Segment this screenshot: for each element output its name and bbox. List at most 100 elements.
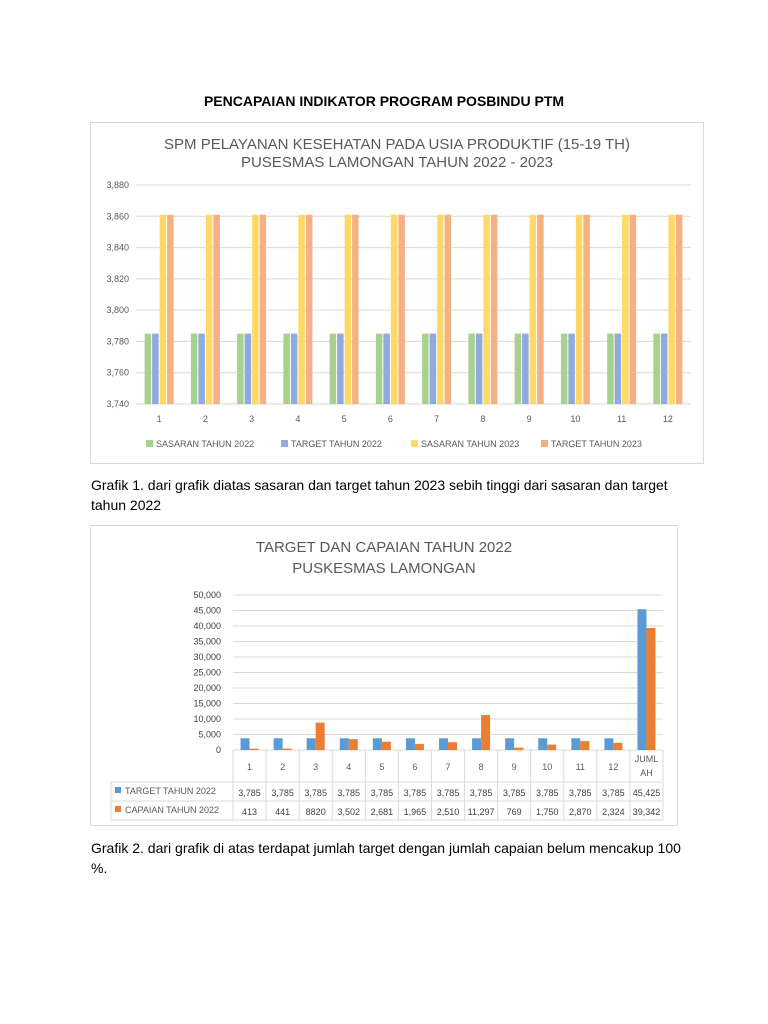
bar — [244, 333, 252, 404]
x-tick-label: 12 — [663, 414, 673, 424]
x-tick-label: 8 — [479, 762, 484, 772]
bar — [252, 214, 259, 404]
bar — [613, 742, 623, 750]
bar — [514, 333, 522, 404]
x-tick-label: 9 — [512, 762, 517, 772]
bar — [237, 333, 244, 404]
y-tick-label: 3,780 — [106, 336, 129, 346]
chart-title: PUSKESMAS LAMONGAN — [292, 560, 475, 577]
data-table-value: 8820 — [306, 807, 326, 817]
x-tick-label: 9 — [527, 414, 532, 424]
data-table-value: 3,785 — [503, 788, 526, 798]
bar — [538, 738, 548, 750]
y-tick-label: 30,000 — [193, 652, 221, 662]
bar — [190, 333, 198, 404]
bar — [398, 214, 405, 404]
data-table-value: 2,870 — [569, 807, 592, 817]
chart-title: TARGET DAN CAPAIAN TAHUN 2022 — [256, 539, 512, 556]
y-tick-label: 25,000 — [193, 668, 221, 678]
chart-title: SPM PELAYANAN KESEHATAN PADA USIA PRODUK… — [164, 136, 630, 153]
bar — [439, 738, 448, 750]
data-table-value: 413 — [242, 807, 257, 817]
bar — [675, 214, 683, 404]
x-tick-label: JUML — [635, 754, 659, 764]
bar — [629, 214, 637, 404]
data-table-value: 3,785 — [536, 788, 559, 798]
x-tick-label: 11 — [617, 414, 626, 424]
y-tick-label: 3,840 — [106, 243, 129, 253]
data-table-value: 3,785 — [602, 788, 625, 798]
bar — [481, 714, 491, 750]
x-tick-label: 3 — [313, 762, 318, 772]
data-table-value: 3,785 — [569, 788, 592, 798]
legend-label: SASARAN TAHUN 2022 — [156, 439, 254, 449]
data-table-value: 3,785 — [470, 788, 493, 798]
x-tick-label: 7 — [434, 414, 439, 424]
bar — [290, 333, 298, 404]
y-tick-label: 3,820 — [106, 274, 129, 284]
legend-swatch — [115, 787, 121, 793]
legend-swatch — [146, 440, 153, 447]
bar — [429, 333, 437, 404]
y-tick-label: 45,000 — [193, 606, 221, 616]
data-table-value: 2,681 — [371, 807, 394, 817]
bar — [444, 214, 452, 404]
bar — [568, 333, 575, 404]
bar — [273, 738, 283, 750]
bar — [372, 738, 382, 750]
bar — [529, 214, 537, 404]
x-tick-label: AH — [640, 768, 653, 778]
bar — [490, 214, 498, 404]
bar — [344, 214, 352, 404]
bar — [259, 214, 267, 404]
x-tick-label: 4 — [295, 414, 300, 424]
chart-title: PUSESMAS LAMONGAN TAHUN 2022 - 2023 — [241, 154, 553, 171]
x-tick-label: 3 — [249, 414, 254, 424]
legend-swatch — [115, 806, 121, 812]
data-table-value: 2,510 — [437, 807, 460, 817]
bar — [298, 214, 305, 404]
data-table-value: 3,785 — [338, 788, 361, 798]
bar — [375, 333, 383, 404]
bar — [607, 333, 614, 404]
bar — [240, 738, 250, 750]
chart-2-container: TARGET DAN CAPAIAN TAHUN 2022 PUSKESMAS L… — [90, 525, 678, 826]
y-tick-label: 35,000 — [193, 637, 221, 647]
bar — [282, 748, 292, 750]
bar — [381, 741, 391, 750]
x-tick-label: 4 — [346, 762, 351, 772]
bar — [668, 214, 675, 404]
bar — [575, 214, 583, 404]
y-tick-label: 3,760 — [106, 368, 129, 378]
bar — [646, 628, 656, 750]
caption-1: Grafik 1. dari grafik diatas sasaran dan… — [91, 477, 668, 513]
x-tick-label: 1 — [157, 414, 162, 424]
data-table-value: 2,324 — [602, 807, 625, 817]
legend-label: TARGET TAHUN 2022 — [291, 439, 382, 449]
legend-label: TARGET TAHUN 2023 — [551, 439, 642, 449]
chart-1-container: SPM PELAYANAN KESEHATAN PADA USIA PRODUK… — [90, 122, 704, 464]
bar — [514, 747, 524, 750]
x-tick-label: 2 — [280, 762, 285, 772]
bar — [483, 214, 490, 404]
bar — [390, 214, 398, 404]
y-tick-label: 15,000 — [193, 699, 221, 709]
bar — [448, 742, 457, 750]
data-table-value: 3,785 — [238, 788, 261, 798]
bar — [614, 333, 622, 404]
bar — [405, 738, 415, 750]
legend-label: SASARAN TAHUN 2023 — [421, 439, 519, 449]
bar — [152, 333, 159, 404]
x-tick-label: 10 — [570, 414, 580, 424]
bar — [622, 214, 629, 404]
bar — [306, 738, 316, 750]
y-tick-label: 20,000 — [193, 683, 221, 693]
y-tick-label: 3,800 — [106, 305, 129, 315]
x-tick-label: 11 — [576, 762, 585, 772]
y-tick-label: 40,000 — [193, 621, 221, 631]
x-tick-label: 2 — [203, 414, 208, 424]
bar — [414, 743, 424, 750]
x-tick-label: 5 — [379, 762, 384, 772]
bar — [583, 214, 590, 404]
bar — [198, 333, 205, 404]
